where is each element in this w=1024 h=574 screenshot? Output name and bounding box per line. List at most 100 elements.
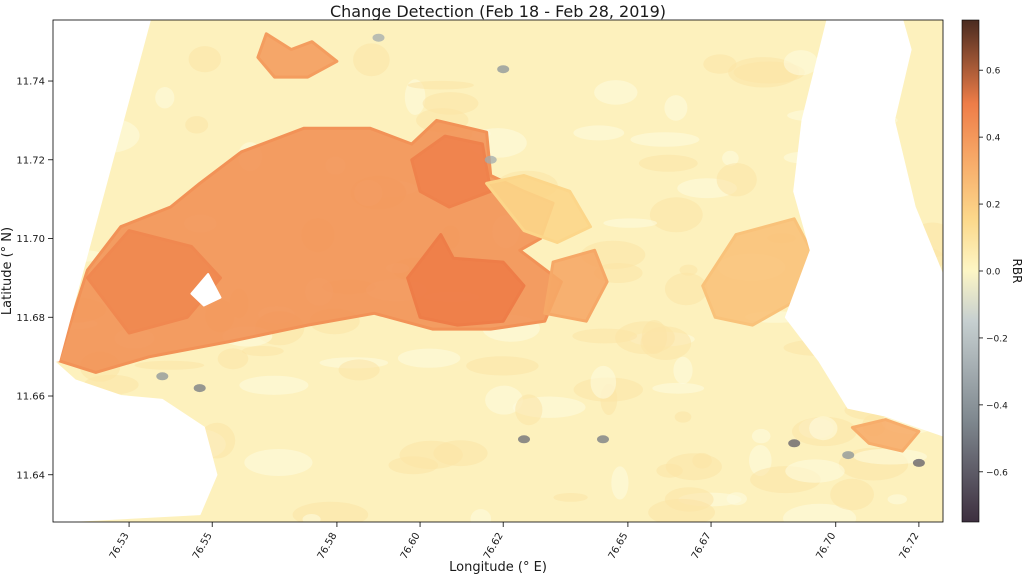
colorbar-ticks: 0.6 0.4 0.2 0.0 −0.2 −0.4 −0.6 <box>979 67 1008 478</box>
x-tick-label: 76.72 <box>898 531 922 561</box>
texture-patch <box>722 150 739 166</box>
burn-region <box>485 174 592 244</box>
negative-rbr-spot <box>518 435 530 444</box>
texture-patch <box>649 197 703 233</box>
chart-title: Change Detection (Feb 18 - Feb 28, 2019) <box>330 2 666 21</box>
colorbar-tick-label: 0.2 <box>986 201 1000 211</box>
y-tick-label: 11.74 <box>16 77 45 88</box>
y-tick-label: 11.68 <box>16 313 45 324</box>
texture-patch <box>292 501 369 522</box>
x-tick-label: 76.55 <box>191 531 215 561</box>
x-tick-label: 76.58 <box>316 531 340 561</box>
colorbar-tick-label: 0.0 <box>986 268 1001 278</box>
texture-patch <box>338 359 380 381</box>
texture-patch <box>611 466 629 500</box>
colorbar-label: RBR <box>1010 259 1024 284</box>
texture-patch <box>594 80 638 105</box>
texture-patch <box>665 453 722 481</box>
x-tick-label: 76.60 <box>399 531 423 561</box>
negative-rbr-spot <box>156 372 169 381</box>
texture-patch <box>648 498 715 522</box>
texture-patch <box>302 514 321 522</box>
negative-rbr-spot <box>484 155 497 164</box>
no-data-area <box>53 20 151 362</box>
texture-patch <box>470 509 492 522</box>
texture-patch <box>515 394 543 426</box>
x-tick-label: 76.70 <box>815 531 839 561</box>
texture-patch <box>397 348 461 368</box>
x-axis-label: Longitude (° E) <box>449 560 547 574</box>
map-plot-area <box>53 20 943 522</box>
x-tick-label: 76.67 <box>690 531 714 561</box>
texture-patch <box>185 116 209 134</box>
texture-patch <box>244 449 313 476</box>
no-data-areas <box>53 20 943 522</box>
texture-patch <box>239 375 309 395</box>
y-tick-label: 11.66 <box>16 392 45 403</box>
colorbar-tick-label: 0.4 <box>986 134 1001 144</box>
texture-patch <box>716 163 757 197</box>
texture-patch <box>887 494 907 505</box>
negative-rbr-spot <box>193 384 206 393</box>
texture-patch <box>603 218 657 228</box>
texture-patch <box>785 459 845 483</box>
burn-region <box>850 418 921 453</box>
texture-patch <box>630 132 700 147</box>
texture-patch <box>679 264 698 276</box>
colorbar-tick-label: −0.4 <box>986 401 1008 411</box>
burn-region <box>406 233 526 327</box>
colorbar-ramp <box>961 19 980 523</box>
texture-patch <box>590 365 617 399</box>
texture-patch <box>783 503 857 522</box>
texture-patch <box>673 356 693 384</box>
plot-frame <box>52 19 944 523</box>
x-tick-label: 76.53 <box>108 531 132 561</box>
burn-severity-regions <box>56 32 921 453</box>
texture-patch <box>188 46 221 73</box>
texture-patch <box>638 154 698 172</box>
colorbar: 0.6 0.4 0.2 0.0 −0.2 −0.4 −0.6 RBR <box>961 19 1024 523</box>
texture-patch <box>749 445 772 476</box>
y-axis-label: Latitude (° N) <box>0 227 15 315</box>
burn-region <box>86 229 222 335</box>
texture-patch <box>399 440 463 470</box>
texture-patch <box>155 87 175 109</box>
texture-patch <box>241 346 284 357</box>
y-tick-label: 11.72 <box>16 155 45 166</box>
texture-patch <box>217 348 249 370</box>
texture-patch <box>641 320 668 354</box>
texture-patch <box>703 54 737 74</box>
colorbar-tick-label: −0.6 <box>986 468 1008 478</box>
texture-patch <box>726 492 747 506</box>
burn-region <box>543 248 609 323</box>
texture-patch <box>674 411 692 423</box>
texture-patch <box>664 272 708 306</box>
burn-region <box>410 134 493 209</box>
texture-patch <box>134 360 205 370</box>
negative-rbr-spot <box>842 451 855 460</box>
x-tick-label: 76.62 <box>482 531 506 561</box>
texture-patch <box>664 95 688 121</box>
negative-rbr-spot <box>372 33 385 42</box>
texture-patch <box>466 356 539 376</box>
texture-patch <box>809 416 838 441</box>
texture-patch <box>751 428 771 444</box>
y-axis: 11.74 11.72 11.70 11.68 11.66 11.64 <box>16 77 53 481</box>
texture-patch <box>573 125 625 141</box>
texture-patch <box>572 328 638 344</box>
no-data-area <box>784 20 943 437</box>
x-axis: 76.53 76.55 76.58 76.60 76.62 76.65 76.67 76.70… <box>108 522 922 561</box>
negative-rbr-spot <box>912 458 925 467</box>
texture-patch <box>407 80 474 90</box>
texture-patch <box>353 43 390 77</box>
texture-patch <box>853 448 927 465</box>
negative-rbr-spot <box>788 439 801 448</box>
negative-rbr-spot <box>497 65 510 74</box>
y-tick-label: 11.70 <box>16 234 45 245</box>
burn-region <box>256 32 339 79</box>
negative-rbr-spot <box>597 435 609 444</box>
texture-patch <box>830 478 874 511</box>
colorbar-tick-label: 0.6 <box>986 67 1001 77</box>
y-tick-label: 11.64 <box>16 470 45 481</box>
